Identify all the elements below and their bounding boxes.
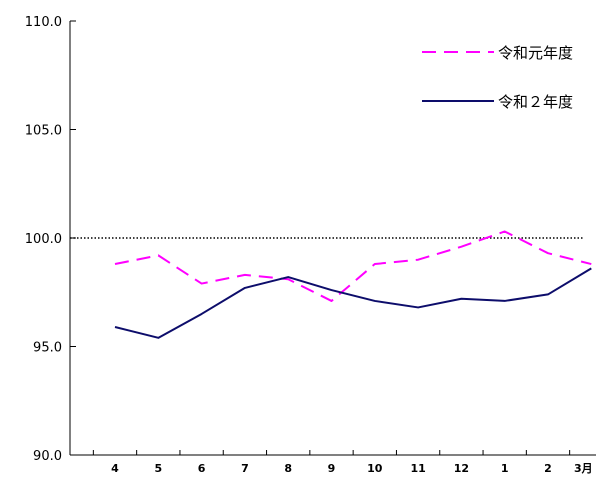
x-tick-label: 12 xyxy=(454,462,469,475)
x-tick-label: 8 xyxy=(284,462,292,475)
y-tick-label: 105.0 xyxy=(25,124,62,139)
y-tick-label: 90.0 xyxy=(33,449,62,464)
x-tick-label: 7 xyxy=(241,462,249,475)
x-tick-label: 6 xyxy=(198,462,206,475)
x-tick-label: 11 xyxy=(410,462,425,475)
y-tick-label: 95.0 xyxy=(33,341,62,356)
series-group xyxy=(114,230,592,339)
x-tick-label: 1 xyxy=(501,462,509,475)
legend-label: 令和２年度 xyxy=(498,93,573,111)
y-tick-label: 100.0 xyxy=(25,232,62,247)
x-tick-label: 3月 xyxy=(574,462,593,475)
x-tick-label: 4 xyxy=(111,462,119,475)
x-tick-label: 10 xyxy=(367,462,383,475)
series-line-0 xyxy=(114,230,592,302)
y-tick-label: 110.0 xyxy=(25,15,62,30)
series-line-1 xyxy=(114,267,592,339)
x-tick-label: 5 xyxy=(154,462,162,475)
x-tick-label: 9 xyxy=(328,462,336,475)
legend-label: 令和元年度 xyxy=(498,44,573,62)
x-tick-label: 2 xyxy=(544,462,552,475)
